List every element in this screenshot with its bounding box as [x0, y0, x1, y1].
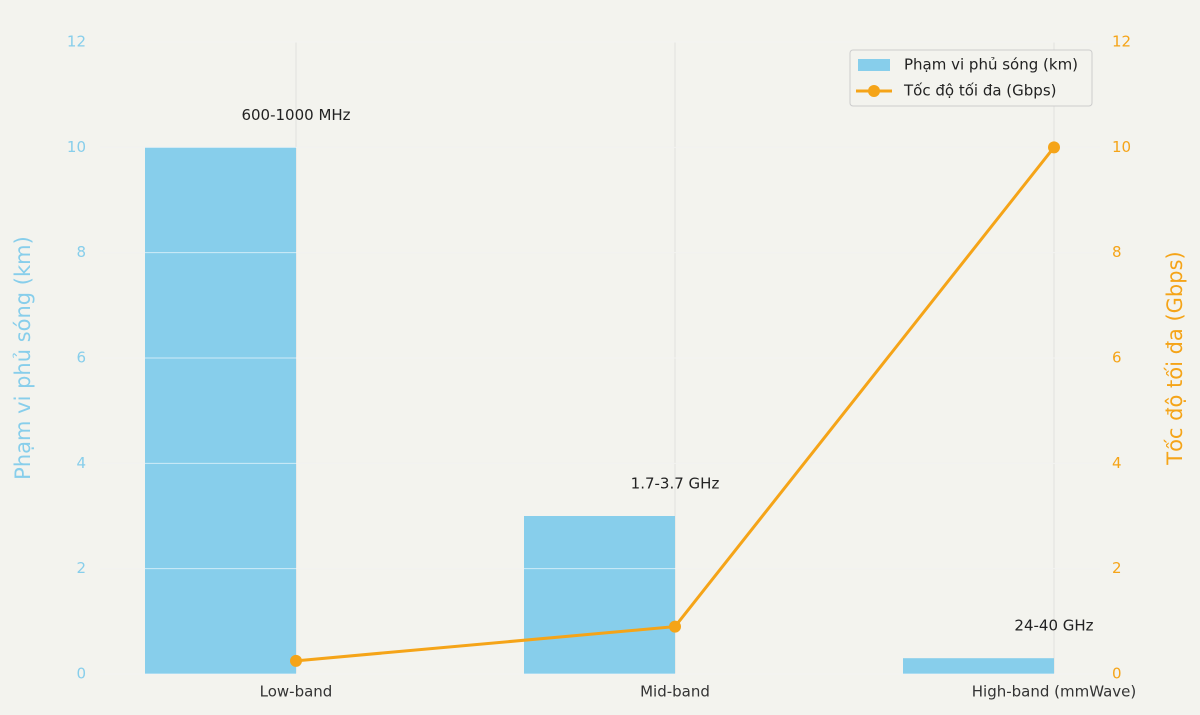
line-marker: [669, 620, 681, 633]
y2-tick-label: 8: [1112, 243, 1122, 261]
y2-tick-label: 4: [1112, 454, 1122, 472]
legend-label: Tốc độ tối đa (Gbps): [903, 82, 1056, 100]
legend-swatch: [858, 59, 890, 71]
bar: [145, 147, 296, 675]
y-tick-label: 12: [67, 33, 86, 51]
y2-tick-label: 2: [1112, 559, 1122, 577]
bar: [524, 516, 675, 674]
y2-tick-label: 12: [1112, 33, 1131, 51]
line-marker: [1048, 141, 1060, 154]
y-tick-label: 10: [67, 138, 86, 156]
y-axis-title: Phạm vi phủ sóng (km): [11, 236, 35, 480]
y-tick-label: 8: [76, 243, 86, 261]
line-marker: [290, 654, 302, 667]
y-tick-label: 2: [76, 559, 86, 577]
legend: Phạm vi phủ sóng (km) Tốc độ tối đa (Gbps…: [849, 49, 1093, 107]
legend-box: [849, 49, 1093, 107]
bar-annotation: 24-40 GHz: [1014, 617, 1093, 635]
bar-annotation: 600-1000 MHz: [241, 106, 350, 124]
bar: [903, 658, 1054, 674]
x-tick-label: Mid-band: [640, 683, 710, 701]
legend-label: Phạm vi phủ sóng (km): [904, 56, 1078, 74]
y-tick-label: 0: [76, 665, 86, 683]
x-tick-label: High-band (mmWave): [972, 683, 1137, 701]
y2-tick-label: 6: [1112, 349, 1122, 367]
y2-axis-title: Tốc độ tối đa (Gbps): [1163, 251, 1187, 465]
y-tick-label: 4: [76, 454, 86, 472]
bar-annotation: 1.7-3.7 GHz: [631, 475, 720, 493]
y2-tick-label: 10: [1112, 138, 1131, 156]
y-tick-label: 6: [76, 349, 86, 367]
y2-tick-label: 0: [1112, 665, 1122, 683]
legend-swatch: [868, 85, 880, 97]
x-tick-label: Low-band: [260, 683, 333, 701]
